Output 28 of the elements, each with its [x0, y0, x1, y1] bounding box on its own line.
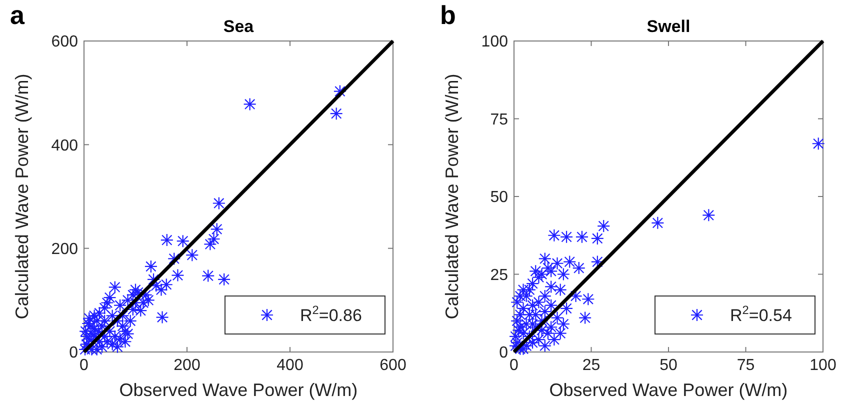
- x-tick-label: 0: [510, 357, 519, 374]
- x-tick-label: 50: [660, 357, 678, 374]
- y-tick-label: 50: [490, 189, 508, 206]
- y-tick-label: 400: [51, 137, 78, 154]
- legend-label: R$^{2}$=0.54: [730, 302, 792, 325]
- x-tick-label: 600: [380, 357, 406, 374]
- legend-label: R$^{2}$=0.86: [300, 302, 362, 325]
- x-tick-label: 0: [80, 357, 89, 374]
- y-tick-label: 100: [481, 34, 508, 51]
- x-tick-label: 25: [582, 357, 600, 374]
- y-tick-label: 600: [51, 34, 78, 51]
- x-tick-label: 100: [810, 357, 836, 374]
- y-tick-label: 75: [490, 111, 508, 128]
- x-tick-label: 200: [174, 357, 200, 374]
- x-tick-label: 75: [736, 357, 755, 374]
- chart-title: Sea: [223, 17, 254, 36]
- text: a: [10, 0, 25, 30]
- y-axis-title: Calculated Wave Power (W/m): [442, 74, 462, 320]
- x-tick-label: 400: [276, 357, 304, 374]
- text: b: [440, 0, 456, 30]
- y-tick-label: 0: [69, 344, 78, 362]
- y-tick-label: 25: [490, 266, 508, 284]
- y-axis-title: Calculated Wave Power (W/m): [12, 74, 32, 320]
- x-axis-title: Observed Wave Power (W/m): [549, 380, 788, 400]
- y-tick-label: 0: [499, 344, 508, 362]
- y-tick-label: 200: [51, 240, 78, 258]
- x-axis-title: Observed Wave Power (W/m): [119, 380, 358, 400]
- chart-title: Swell: [646, 17, 690, 36]
